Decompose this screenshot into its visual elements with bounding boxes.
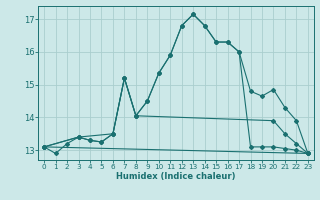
X-axis label: Humidex (Indice chaleur): Humidex (Indice chaleur) bbox=[116, 172, 236, 181]
